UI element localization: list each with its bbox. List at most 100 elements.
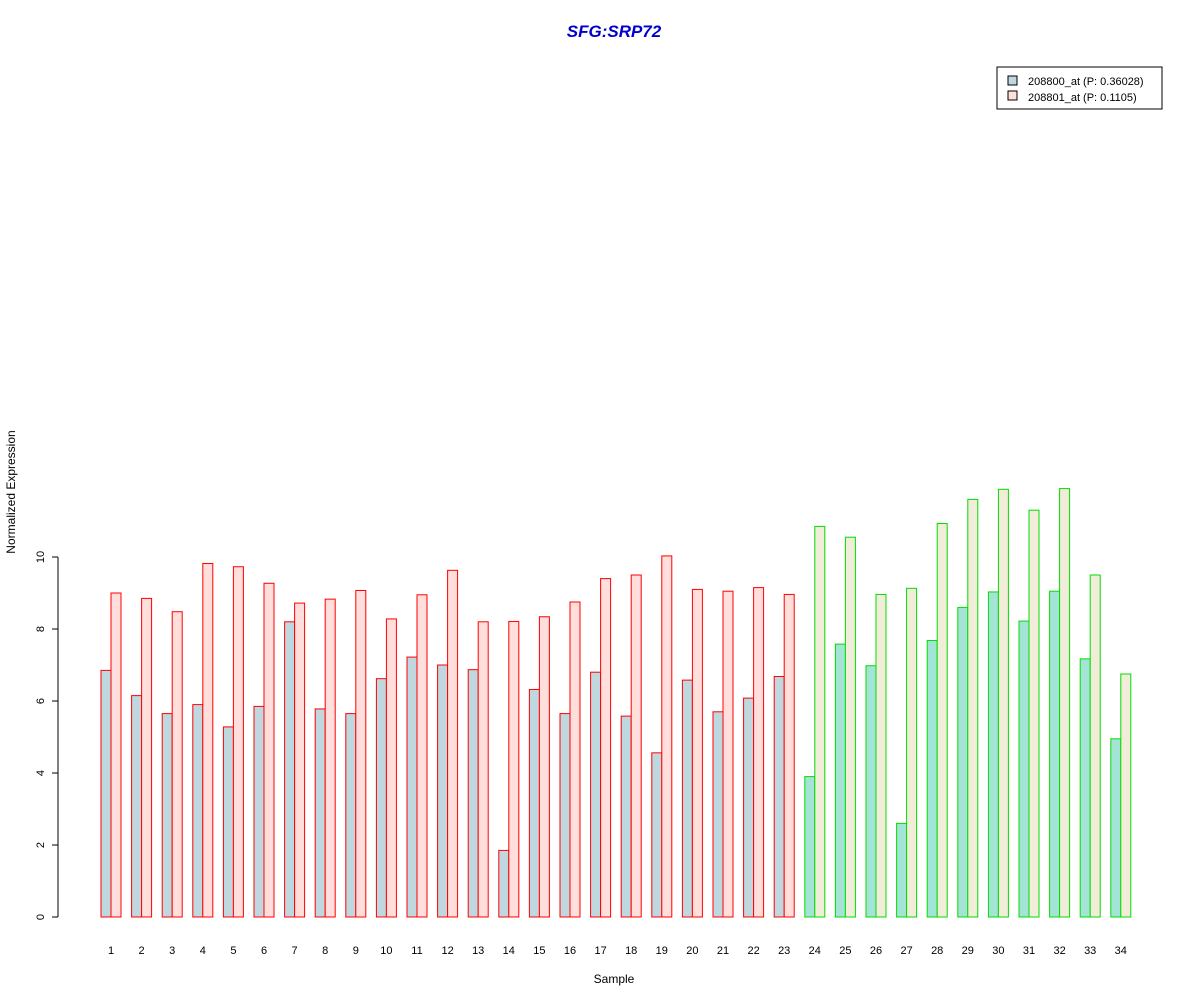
bar-sample-14-series-2 [508, 620, 520, 918]
x-tick-label: 12 [441, 945, 453, 957]
bar-sample-22-series-2 [753, 587, 765, 918]
bar-sample-17-series-1 [590, 671, 602, 918]
legend: 208800_at (P: 0.36028) 208801_at (P: 0.1… [996, 66, 1163, 110]
bar-sample-27-series-2 [906, 587, 918, 918]
bar-sample-26-series-2 [875, 593, 887, 918]
x-tick-label: 5 [230, 945, 236, 957]
bar-sample-17-series-2 [600, 578, 612, 918]
x-tick-label: 4 [200, 945, 206, 957]
bar-sample-18-series-1 [620, 715, 632, 918]
bar-sample-31-series-2 [1028, 509, 1040, 918]
bars-group [100, 488, 1132, 918]
bar-sample-15-series-1 [528, 688, 540, 918]
bar-sample-20-series-2 [691, 588, 703, 918]
x-tick-label: 8 [322, 945, 328, 957]
bar-sample-8-series-2 [324, 598, 336, 918]
bar-sample-31-series-1 [1018, 620, 1030, 918]
bar-sample-29-series-2 [967, 498, 979, 918]
bar-sample-23-series-2 [783, 593, 795, 918]
bar-sample-34-series-1 [1110, 738, 1122, 918]
x-tick-label: 32 [1053, 945, 1065, 957]
y-tick-label: 4 [35, 770, 47, 776]
legend-label-208800: 208800_at (P: 0.36028) [1028, 76, 1144, 88]
bar-sample-5-series-1 [222, 726, 234, 918]
bar-sample-4-series-2 [202, 562, 214, 918]
y-tick-label: 8 [35, 626, 47, 632]
y-axis: 0 2 4 6 8 10 [35, 551, 59, 920]
x-tick-label: 13 [472, 945, 484, 957]
x-tick-label: 27 [900, 945, 912, 957]
bar-sample-6-series-1 [253, 705, 265, 918]
x-tick-label: 18 [625, 945, 637, 957]
bar-sample-11-series-2 [416, 594, 428, 918]
bar-sample-1-series-2 [110, 592, 122, 918]
bar-sample-28-series-1 [926, 640, 938, 918]
bar-sample-7-series-2 [294, 602, 306, 918]
x-tick-label: 29 [962, 945, 974, 957]
x-tick-label: 28 [931, 945, 943, 957]
x-tick-label: 1 [108, 945, 114, 957]
bar-sample-32-series-1 [1049, 590, 1061, 918]
x-tick-label: 11 [411, 945, 422, 957]
bar-sample-2-series-1 [131, 695, 143, 918]
x-tick-label: 17 [594, 945, 606, 957]
bar-sample-10-series-1 [375, 678, 387, 918]
bar-sample-3-series-1 [161, 713, 173, 918]
x-tick-label: 16 [564, 945, 576, 957]
bar-sample-5-series-2 [232, 566, 244, 918]
bar-sample-6-series-2 [263, 582, 275, 918]
x-tick-label: 14 [503, 945, 515, 957]
x-tick-label: 34 [1115, 945, 1127, 957]
bar-sample-13-series-1 [467, 669, 479, 918]
bar-sample-32-series-2 [1059, 488, 1071, 918]
x-tick-label: 31 [1023, 945, 1035, 957]
bar-sample-23-series-1 [773, 676, 785, 918]
x-tick-label: 20 [686, 945, 698, 957]
bar-sample-33-series-2 [1089, 574, 1101, 918]
bar-sample-28-series-2 [936, 523, 948, 918]
legend-box [996, 66, 1163, 110]
bar-sample-10-series-2 [385, 618, 397, 918]
bar-sample-26-series-1 [865, 665, 877, 918]
bar-sample-13-series-2 [477, 621, 489, 918]
bar-sample-4-series-1 [192, 704, 204, 918]
bar-sample-1-series-1 [100, 669, 112, 918]
bar-sample-15-series-2 [538, 616, 550, 918]
x-tick-label: 9 [353, 945, 359, 957]
bar-sample-24-series-1 [804, 776, 816, 918]
bar-sample-9-series-1 [345, 713, 357, 918]
x-tick-label: 6 [261, 945, 267, 957]
x-tick-label: 19 [656, 945, 668, 957]
bar-sample-20-series-1 [681, 679, 693, 918]
bar-sample-9-series-2 [355, 589, 367, 918]
x-tick-label: 7 [292, 945, 298, 957]
bar-sample-19-series-1 [651, 752, 663, 918]
bar-sample-34-series-2 [1120, 673, 1132, 918]
bar-sample-29-series-1 [957, 606, 969, 918]
bar-sample-3-series-2 [171, 611, 183, 918]
bar-sample-2-series-2 [141, 597, 153, 918]
bar-sample-18-series-2 [630, 574, 642, 918]
y-axis-label: Normalized Expression [4, 430, 18, 553]
chart-title: SFG:SRP72 [567, 22, 662, 41]
bar-sample-27-series-1 [896, 822, 908, 918]
bar-sample-30-series-2 [997, 488, 1009, 918]
x-tick-label: 22 [747, 945, 759, 957]
legend-label-208801: 208801_at (P: 0.1105) [1028, 92, 1137, 104]
x-tick-label: 24 [809, 945, 821, 957]
bar-sample-16-series-1 [559, 713, 571, 918]
x-tick-label: 30 [992, 945, 1004, 957]
bar-sample-8-series-1 [314, 708, 326, 918]
x-tick-label: 15 [533, 945, 545, 957]
bar-sample-25-series-1 [834, 643, 846, 918]
x-tick-label: 25 [839, 945, 851, 957]
bar-sample-12-series-1 [437, 664, 449, 918]
x-tick-label: 3 [169, 945, 175, 957]
bar-sample-11-series-1 [406, 656, 418, 918]
x-tick-label: 23 [778, 945, 790, 957]
x-tick-label: 33 [1084, 945, 1096, 957]
bar-sample-22-series-1 [743, 697, 755, 918]
bar-sample-24-series-2 [814, 525, 826, 918]
